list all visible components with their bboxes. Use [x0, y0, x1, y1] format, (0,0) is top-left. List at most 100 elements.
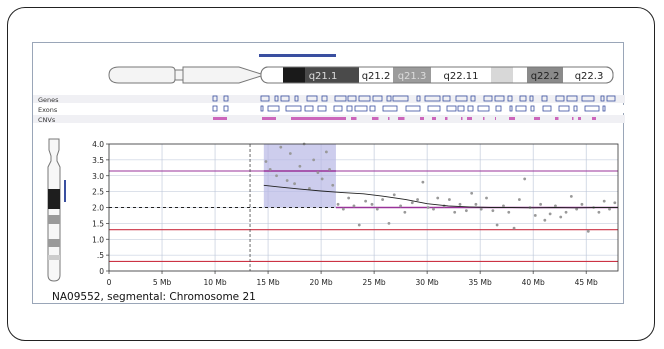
data-point[interactable]: [392, 193, 396, 197]
data-point[interactable]: [569, 194, 573, 198]
data-point[interactable]: [464, 209, 468, 213]
data-point[interactable]: [316, 171, 320, 174]
y-axis: 0 .5 1.0 1.5 2.0 2.5 3.0 3.5 4.0: [92, 140, 109, 276]
ideogram-p-arm: [182, 66, 262, 84]
data-point[interactable]: [533, 214, 537, 217]
data-point[interactable]: [352, 204, 356, 208]
data-point[interactable]: [517, 198, 521, 201]
data-point[interactable]: [485, 196, 488, 200]
data-point[interactable]: [479, 207, 483, 211]
data-point[interactable]: [507, 210, 511, 214]
data-point[interactable]: [275, 174, 278, 178]
x-tick-label: 25 Mb: [363, 278, 386, 287]
smooth-line: [263, 184, 618, 209]
data-point[interactable]: [597, 210, 601, 214]
data-point[interactable]: [341, 207, 345, 211]
band-label-q22.2: q22.2: [531, 71, 560, 82]
ideogram-selection-bar: [259, 54, 336, 57]
track-label-exons: Exons: [38, 106, 58, 114]
y-tick-label: 0: [99, 267, 104, 276]
data-point[interactable]: [410, 201, 414, 205]
data-points[interactable]: [264, 142, 617, 233]
data-point[interactable]: [324, 150, 328, 154]
data-point[interactable]: [331, 183, 335, 187]
data-point[interactable]: [387, 221, 391, 225]
data-point[interactable]: [421, 180, 425, 184]
data-point[interactable]: [268, 168, 272, 171]
data-point[interactable]: [298, 164, 302, 168]
data-point[interactable]: [279, 145, 283, 149]
data-point[interactable]: [575, 207, 579, 211]
data-point[interactable]: [564, 210, 568, 214]
highlight-region[interactable]: [263, 144, 336, 208]
y-tick-label: 3.0: [92, 172, 104, 181]
cnvs-track-marks[interactable]: [213, 117, 596, 120]
data-point[interactable]: [381, 198, 384, 201]
data-point[interactable]: [308, 187, 311, 190]
data-point[interactable]: [613, 201, 617, 205]
x-tick-label: 45 Mb: [575, 278, 598, 287]
data-point[interactable]: [264, 160, 268, 163]
data-point[interactable]: [548, 212, 552, 216]
data-point[interactable]: [447, 198, 451, 201]
data-point[interactable]: [608, 207, 611, 211]
data-point[interactable]: [293, 182, 296, 186]
data-point[interactable]: [491, 209, 495, 213]
x-tick-label: 0: [107, 278, 112, 287]
genes-track-bg: [33, 95, 625, 103]
y-tick-label: 2.0: [92, 204, 104, 213]
data-point[interactable]: [559, 215, 563, 219]
data-point[interactable]: [512, 226, 516, 230]
y-tick-label: 3.5: [92, 156, 104, 165]
data-point[interactable]: [370, 202, 374, 206]
data-point[interactable]: [288, 152, 292, 155]
track-label-genes: Genes: [38, 96, 59, 104]
data-point[interactable]: [336, 202, 340, 206]
x-tick-label: 20 Mb: [309, 278, 332, 287]
data-point[interactable]: [495, 223, 499, 227]
data-point[interactable]: [436, 196, 440, 200]
data-point[interactable]: [453, 210, 457, 214]
data-point[interactable]: [523, 177, 527, 181]
data-point[interactable]: [474, 202, 478, 206]
data-point[interactable]: [426, 206, 430, 209]
data-point[interactable]: [502, 204, 505, 208]
band-q21.3-shape: [393, 67, 431, 83]
data-point[interactable]: [586, 229, 590, 233]
x-tick-label: 30 Mb: [416, 278, 439, 287]
y-tick-label: 4.0: [92, 140, 104, 149]
chart-panel: q21.1 q21.2 q21.3 q22.11 q22.2 q22.3 Gen…: [32, 42, 625, 304]
y-tick-label: 2.5: [92, 188, 104, 197]
data-point[interactable]: [554, 204, 557, 208]
vertical-selection-bar: [64, 180, 66, 202]
ideogram-p-arm-short: [108, 66, 176, 84]
chart-caption: NA09552, segmental: Chromosome 21: [52, 291, 256, 303]
chromosome-ideogram[interactable]: q21.1 q21.2 q21.3 q22.11 q22.2 q22.3: [108, 54, 614, 84]
data-point[interactable]: [539, 202, 542, 206]
data-point[interactable]: [347, 196, 351, 200]
y-tick-label: 1.0: [92, 235, 104, 244]
plot-area[interactable]: 0 .5 1.0 1.5 2.0 2.5 3.0 3.5 4.0 0 5 Mb 10 Mb 15 Mb…: [92, 140, 619, 287]
data-point[interactable]: [328, 168, 331, 171]
band-label-q22.11: q22.11: [444, 71, 479, 82]
track-label-cnvs: CNVs: [38, 116, 56, 124]
data-point[interactable]: [312, 158, 316, 162]
data-point[interactable]: [357, 223, 361, 227]
genes-track-marks[interactable]: [212, 95, 616, 102]
data-point[interactable]: [602, 199, 606, 203]
data-point[interactable]: [399, 204, 403, 208]
x-tick-label: 10 Mb: [203, 278, 226, 287]
data-point[interactable]: [470, 191, 474, 195]
chart-svg: q21.1 q21.2 q21.3 q22.11 q22.2 q22.3 Gen…: [33, 54, 625, 287]
exons-track-marks[interactable]: [212, 105, 606, 112]
data-point[interactable]: [403, 210, 407, 214]
data-point[interactable]: [580, 202, 584, 206]
data-point[interactable]: [432, 207, 435, 211]
data-point[interactable]: [285, 179, 289, 182]
data-point[interactable]: [364, 199, 368, 203]
data-point[interactable]: [458, 202, 462, 206]
data-point[interactable]: [320, 177, 324, 181]
data-point[interactable]: [416, 198, 419, 201]
data-point[interactable]: [375, 207, 379, 211]
data-point[interactable]: [543, 218, 547, 222]
